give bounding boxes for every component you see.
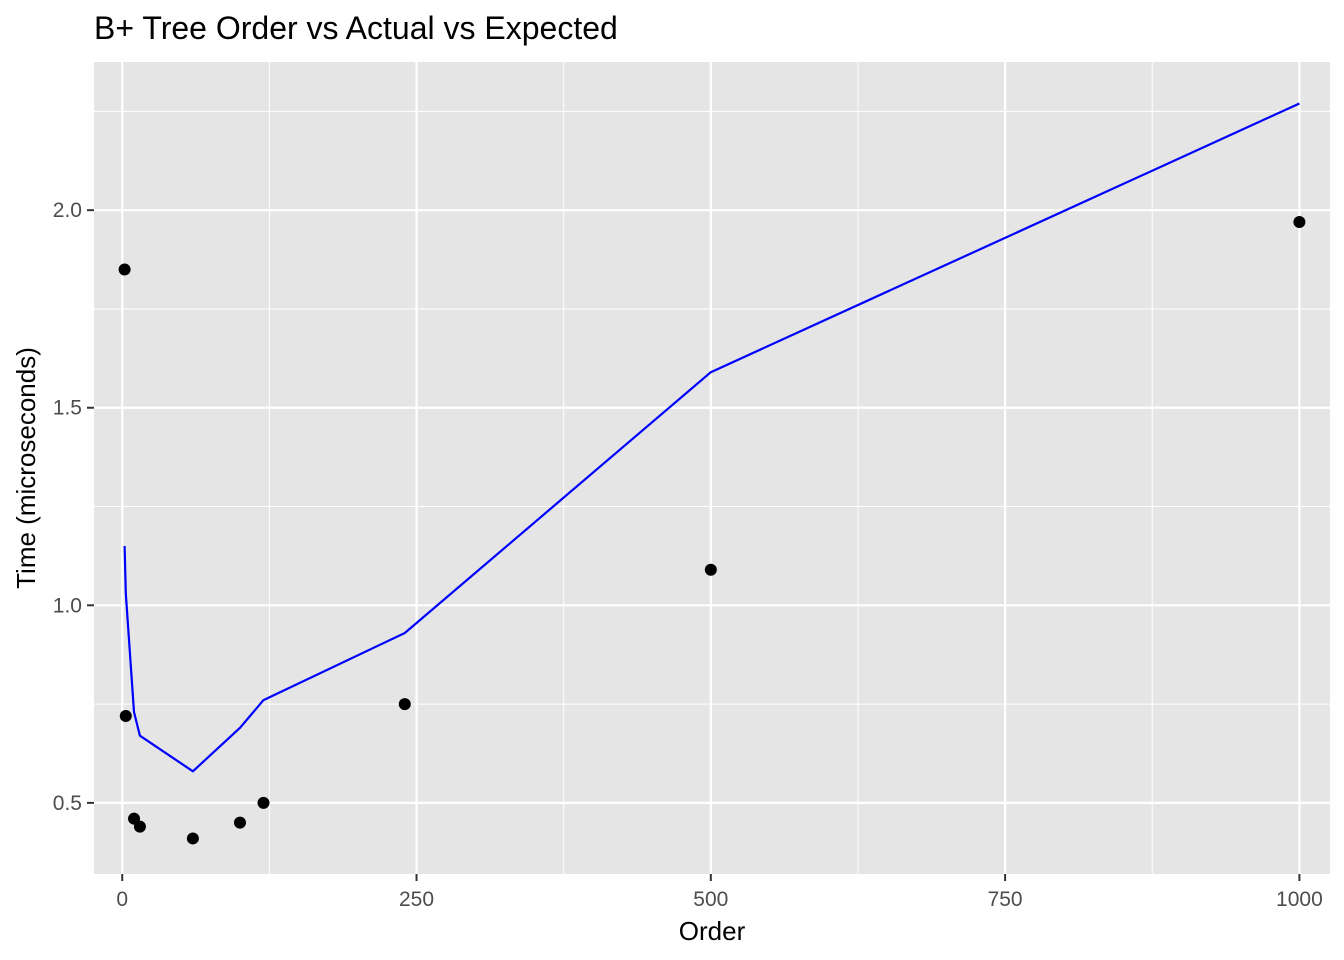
actual-point [186,832,199,845]
y-tick-label: 0.5 [53,792,82,815]
x-tick-label: 500 [693,888,728,911]
y-tick-label: 2.0 [53,199,82,222]
actual-point [257,796,270,809]
actual-point [133,820,146,833]
actual-point [118,263,131,276]
y-axis-title: Time (microseconds) [11,347,41,589]
actual-points-layer [118,216,1306,845]
actual-point [704,563,717,576]
axis-ticks [87,209,1301,881]
x-tick-label: 1000 [1276,888,1323,911]
actual-point [1293,216,1306,229]
x-axis-title: Order [679,916,746,946]
expected-line [123,102,1300,773]
x-tick-label: 0 [116,888,128,911]
actual-point [398,698,411,711]
expected-line-layer [123,102,1300,773]
y-tick-label: 1.5 [53,397,82,420]
chart-title: B+ Tree Order vs Actual vs Expected [94,10,618,46]
actual-point [119,709,132,722]
tick-labels: 0 250 500 750 1000 0.5 1.0 1.5 2.0 [53,199,1323,911]
y-tick-label: 1.0 [53,594,82,617]
plot-panel [94,62,1330,874]
grid-major [94,62,1330,874]
actual-point [233,816,246,829]
x-tick-label: 250 [399,888,434,911]
x-tick-label: 750 [988,888,1023,911]
grid-minor [94,62,1330,874]
